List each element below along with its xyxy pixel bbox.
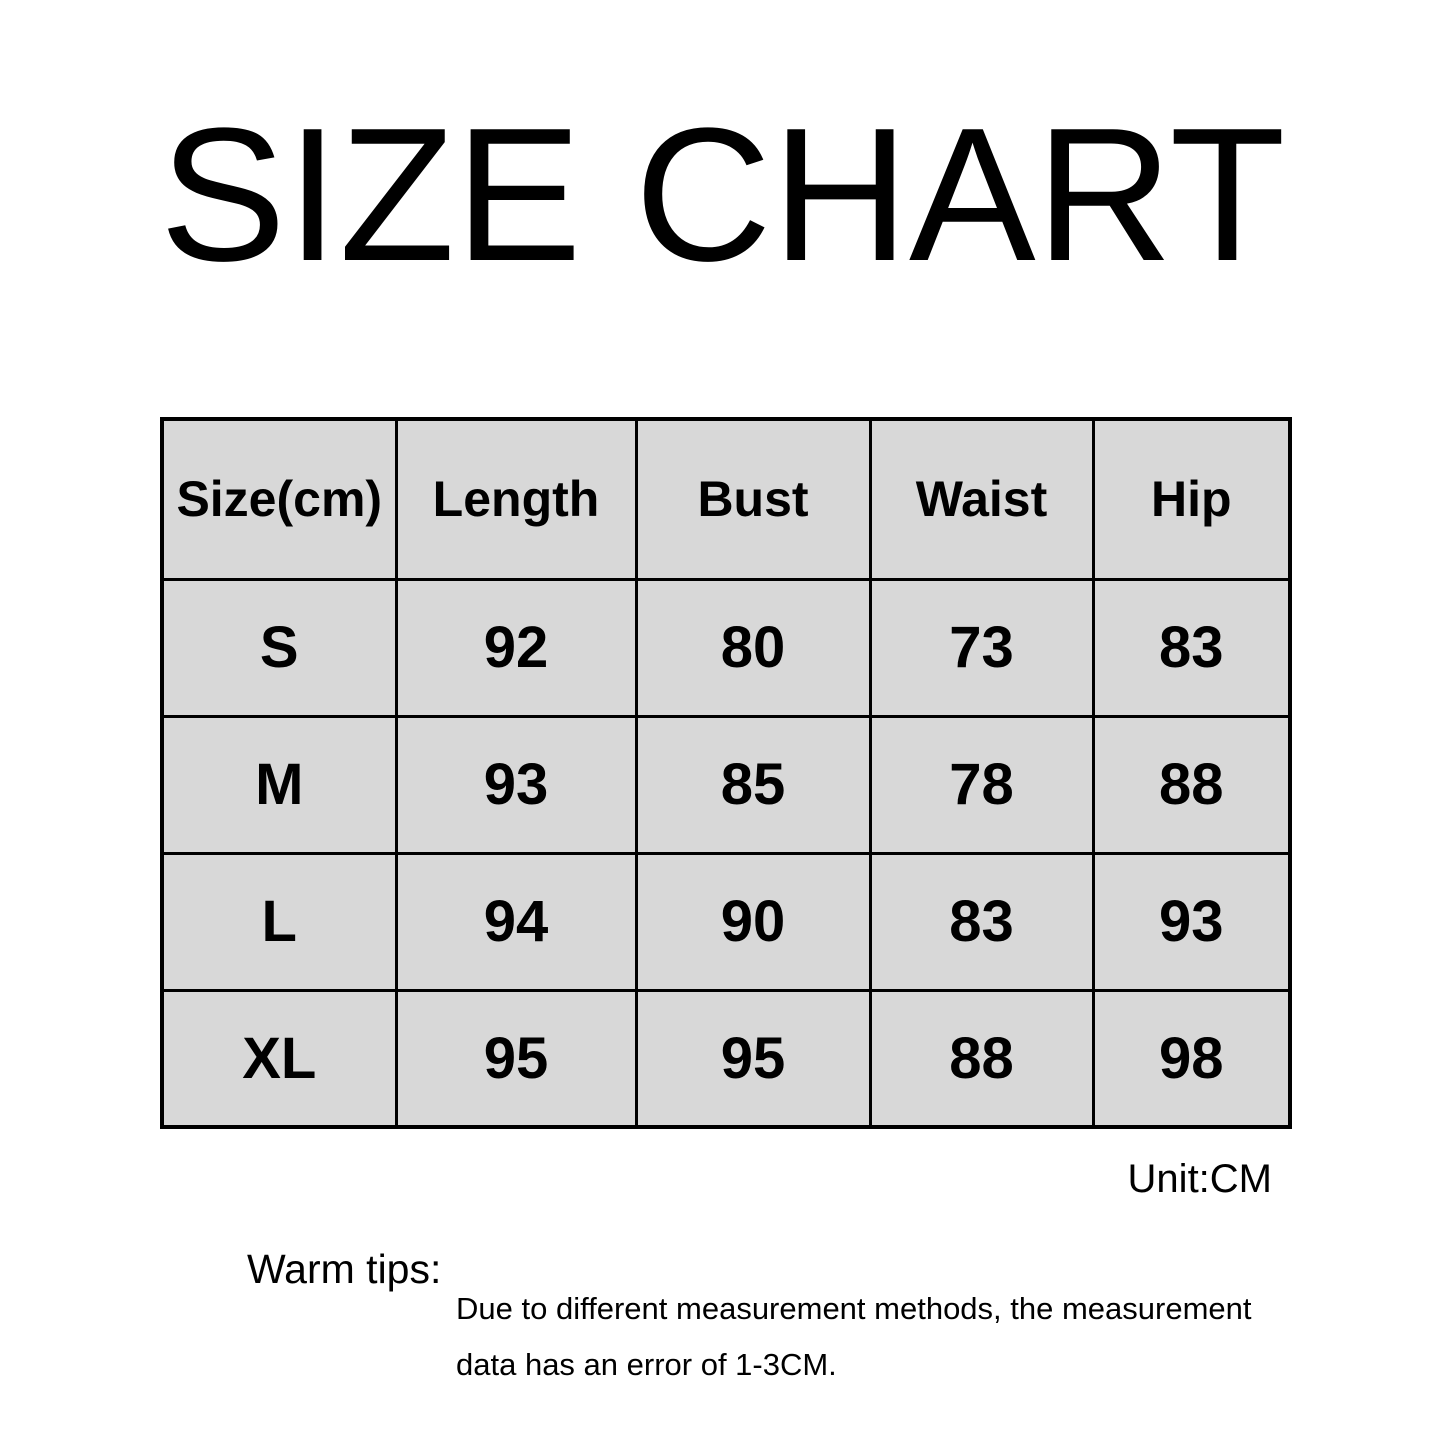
table-cell: 85 — [634, 714, 872, 855]
table-cell: 80 — [634, 577, 872, 718]
header-cell-length: Length — [394, 417, 638, 581]
warm-tips-line-1: Due to different measurement methods, th… — [456, 1291, 1252, 1326]
header-cell-hip: Hip — [1091, 417, 1292, 581]
table-cell: 88 — [868, 988, 1095, 1129]
unit-label: Unit:CM — [1127, 1157, 1272, 1201]
header-cell-waist: Waist — [868, 417, 1095, 581]
table-cell: 73 — [868, 577, 1095, 718]
table-cell: 90 — [634, 851, 872, 992]
warm-tips-body: Due to different measurement methods, th… — [456, 1281, 1252, 1393]
table-cell: 92 — [394, 577, 638, 718]
table-cell: 93 — [1091, 851, 1292, 992]
table-cell: 83 — [868, 851, 1095, 992]
size-label-cell: XL — [160, 988, 398, 1129]
table-row-s: S 92 80 73 83 — [160, 577, 1292, 718]
table-cell: 98 — [1091, 988, 1292, 1129]
table-header-row: Size(cm) Length Bust Waist Hip — [160, 417, 1292, 581]
page-title: SIZE CHART — [159, 89, 1286, 301]
table-row-xl: XL 95 95 88 98 — [160, 988, 1292, 1129]
table-cell: 93 — [394, 714, 638, 855]
size-label-cell: S — [160, 577, 398, 718]
table-row-m: M 93 85 78 88 — [160, 714, 1292, 855]
table-cell: 95 — [394, 988, 638, 1129]
table-cell: 94 — [394, 851, 638, 992]
table-cell: 95 — [634, 988, 872, 1129]
table-cell: 88 — [1091, 714, 1292, 855]
size-chart-table: Size(cm) Length Bust Waist Hip S 92 80 7… — [160, 417, 1292, 1129]
size-label-cell: L — [160, 851, 398, 992]
table-cell: 78 — [868, 714, 1095, 855]
size-table-container: Size(cm) Length Bust Waist Hip S 92 80 7… — [160, 417, 1292, 1129]
warm-tips-label: Warm tips: — [247, 1246, 442, 1292]
header-cell-bust: Bust — [634, 417, 872, 581]
header-cell-size: Size(cm) — [160, 417, 398, 581]
size-label-cell: M — [160, 714, 398, 855]
table-cell: 83 — [1091, 577, 1292, 718]
table-row-l: L 94 90 83 93 — [160, 851, 1292, 992]
warm-tips-line-2: data has an error of 1-3CM. — [456, 1347, 837, 1382]
